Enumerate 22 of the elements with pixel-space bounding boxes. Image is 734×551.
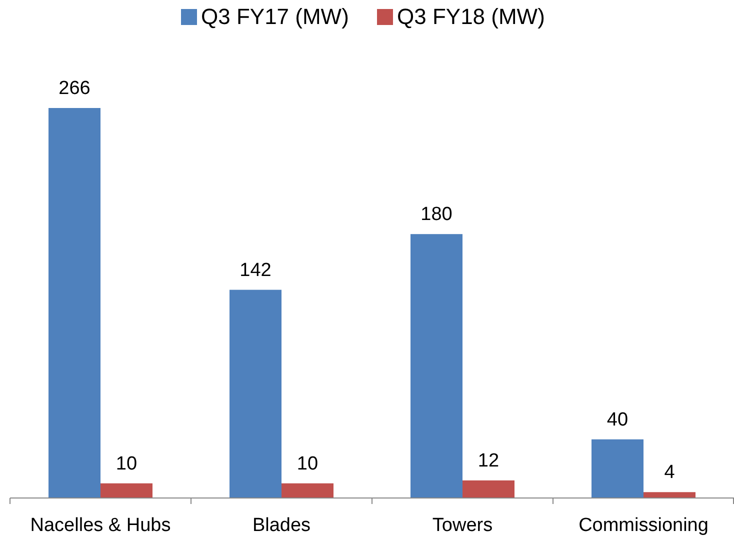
data-label: 266 [58, 78, 90, 99]
x-tick-label: Commissioning [578, 515, 708, 536]
x-tick-label: Blades [252, 515, 311, 536]
data-label: 180 [420, 204, 452, 226]
x-tick-label: Towers [432, 515, 493, 536]
data-label: 4 [664, 462, 676, 484]
data-label: 142 [240, 260, 272, 281]
bar [100, 483, 152, 498]
data-label: 12 [478, 450, 500, 472]
bar [410, 234, 462, 498]
data-label: 10 [116, 453, 138, 474]
legend-label: Q3 FY17 (MW) [201, 4, 349, 29]
bar [592, 439, 644, 498]
legend-label: Q3 FY18 (MW) [397, 4, 545, 29]
data-label: 10 [296, 453, 318, 474]
bar [282, 483, 334, 498]
bar [462, 480, 514, 498]
data-label: 40 [606, 409, 628, 430]
bar [230, 290, 282, 498]
bar [48, 108, 100, 498]
x-tick-label: Nacelles & Hubs [30, 515, 171, 536]
bar [644, 492, 696, 498]
